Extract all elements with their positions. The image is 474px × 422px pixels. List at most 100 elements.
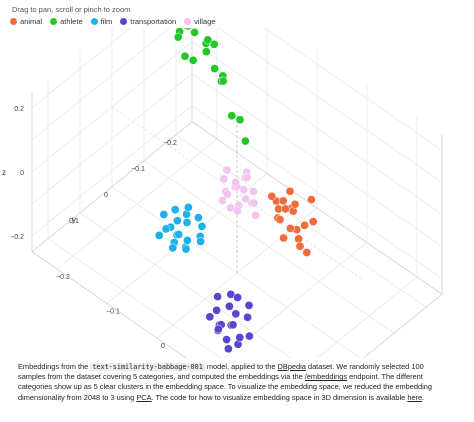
scatter-3d-plot[interactable]: x y z 0.20−0.20.10−0.1−0.20.20.10−0.1−0.… xyxy=(0,28,474,358)
legend-swatch-film xyxy=(90,18,98,25)
point-athlete xyxy=(188,55,198,65)
point-film xyxy=(173,216,182,226)
caption-text-6: . xyxy=(422,392,425,402)
point-film xyxy=(168,243,178,253)
grid-line xyxy=(316,276,418,358)
grid-line xyxy=(362,293,443,358)
y-tick-label: 0 xyxy=(104,192,108,199)
point-transportation xyxy=(233,293,242,302)
y-tick-label: −0.1 xyxy=(131,166,145,173)
point-film xyxy=(183,236,192,245)
caption-text-1: Embeddings from the xyxy=(18,362,91,371)
legend-item-film[interactable]: film xyxy=(90,17,113,26)
legend-item-transportation[interactable]: transportation xyxy=(120,17,176,26)
point-village xyxy=(219,174,229,184)
caption-text-2: model, applied to the xyxy=(204,362,278,371)
point-animal xyxy=(275,215,285,224)
point-animal xyxy=(278,196,288,206)
x-tick-label: 0 xyxy=(161,343,165,350)
legend-item-athlete[interactable]: athlete xyxy=(50,17,83,26)
point-village xyxy=(222,165,232,175)
grid-line xyxy=(31,28,131,108)
point-village xyxy=(249,187,258,196)
point-animal xyxy=(295,241,305,251)
point-transportation xyxy=(231,309,241,319)
point-transportation xyxy=(235,333,245,342)
grid-line xyxy=(264,28,443,151)
legend-item-village[interactable]: village xyxy=(184,17,215,26)
pca-link[interactable]: PCA xyxy=(136,392,152,402)
caption-text-4: endpoint. The different categories show … xyxy=(18,372,432,402)
point-athlete xyxy=(209,39,219,49)
grid-line xyxy=(111,106,363,280)
code-here-link[interactable]: here xyxy=(407,392,423,402)
point-film xyxy=(174,230,184,239)
grid-line xyxy=(31,121,193,253)
point-transportation xyxy=(214,324,223,334)
point-animal xyxy=(300,220,309,230)
point-transportation xyxy=(245,331,254,341)
grid-line xyxy=(217,28,443,183)
legend-swatch-athlete xyxy=(50,18,58,25)
legend-label-transportation: transportation xyxy=(130,17,177,26)
point-film xyxy=(159,210,169,219)
point-athlete xyxy=(235,115,245,125)
legend-item-animal[interactable]: animal xyxy=(10,17,42,26)
x-tick-label: −0.2 xyxy=(56,274,70,281)
embeddings-endpoint-link[interactable]: /embeddings xyxy=(304,372,348,382)
point-animal xyxy=(294,234,303,244)
point-film xyxy=(170,205,180,214)
grid-line xyxy=(224,242,368,358)
point-village xyxy=(251,211,260,220)
point-athlete xyxy=(218,76,228,86)
point-village xyxy=(218,196,227,205)
y-tick-label: −0.2 xyxy=(163,140,177,147)
point-film xyxy=(194,213,203,222)
point-village xyxy=(241,194,250,204)
point-athlete xyxy=(241,136,250,146)
point-transportation xyxy=(225,301,234,311)
point-athlete xyxy=(183,28,190,30)
caption-text-5: . The code for how to visualize embeddin… xyxy=(151,392,408,402)
point-village xyxy=(233,206,242,216)
legend-label-film: film xyxy=(100,17,113,26)
axis-labels: x y z xyxy=(2,168,76,224)
point-film xyxy=(196,237,205,246)
grid-line xyxy=(31,251,187,358)
legend-swatch-transportation xyxy=(120,18,128,25)
point-village xyxy=(239,185,249,195)
legend-swatch-village xyxy=(184,18,192,25)
legend-label-animal: animal xyxy=(20,17,43,26)
dbpedia-link[interactable]: DBpedia xyxy=(277,362,306,371)
legend-label-village: village xyxy=(194,17,216,26)
point-animal xyxy=(308,217,318,226)
z-tick-label: 0 xyxy=(20,170,24,177)
point-transportation xyxy=(205,312,215,322)
point-animal xyxy=(285,186,295,196)
point-animal xyxy=(267,191,277,201)
point-athlete xyxy=(180,51,190,61)
point-transportation xyxy=(228,320,238,330)
z-axis-title: z xyxy=(2,168,6,177)
point-transportation xyxy=(213,292,222,301)
point-athlete xyxy=(202,47,211,57)
point-film xyxy=(161,224,171,234)
point-athlete xyxy=(203,35,213,45)
point-village xyxy=(231,178,240,187)
point-transportation xyxy=(243,312,252,322)
point-film xyxy=(154,231,164,240)
caption-text-3: dataset. We randomly selected 100 sample… xyxy=(18,362,424,382)
point-athlete xyxy=(227,111,237,121)
z-tick-label: 0.2 xyxy=(14,106,24,113)
point-animal xyxy=(302,248,312,257)
point-animal xyxy=(281,204,290,214)
point-animal xyxy=(307,195,316,204)
data-points xyxy=(154,28,318,354)
legend: animal athlete film transportation villa… xyxy=(10,17,215,26)
point-village xyxy=(249,198,259,208)
z-tick-label: −0.2 xyxy=(10,234,24,241)
legend-label-athlete: athlete xyxy=(60,17,83,26)
point-film xyxy=(197,222,207,231)
grid-line xyxy=(47,238,222,358)
point-animal xyxy=(286,224,295,233)
